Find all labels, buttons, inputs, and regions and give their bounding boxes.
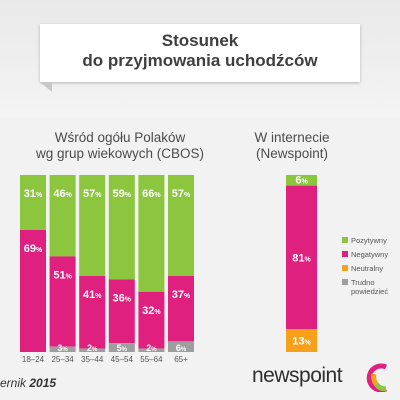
- legend-item-trudno-powiedzie-: Trudno powiedzieć: [342, 278, 400, 300]
- legend-label-negatywny: Negatywny: [351, 250, 389, 259]
- footer-date-month: ernik: [0, 376, 27, 390]
- legend-item-pozytywny: Pozytywny: [342, 236, 400, 250]
- bar-segment-pozytywny-4: [108, 175, 135, 280]
- x-tick-label-6: 65+: [174, 355, 188, 364]
- bar-segment-pozytywny-1: [20, 175, 46, 230]
- bar-segment-trudno-powiedzie--4: [108, 343, 135, 352]
- bar-segment-pozytywny-3: [79, 175, 106, 276]
- bar-segment-pozytywny-6: [168, 175, 194, 276]
- internet-bar-segment-pozytywny: [286, 175, 317, 186]
- newspoint-logo: newspoint: [252, 364, 343, 387]
- internet-bar-segment-negatywny: [286, 185, 317, 329]
- right-subtitle-line-2: (Newspoint): [255, 146, 329, 161]
- cbos-logo-arc-orange: [371, 373, 379, 386]
- x-tick-label-4: 45–54: [111, 355, 134, 364]
- chart-legend: Pozytywny Negatywny Neutralny Trudno powied…: [342, 236, 400, 300]
- legend-label-pozytywny: Pozytywny: [351, 236, 387, 245]
- data-label-trudno-powiedzie--4: 5%: [117, 343, 128, 353]
- data-label-trudno-powiedzie--2: 3%: [57, 343, 68, 353]
- bar-segment-negatywny-1: [20, 229, 46, 352]
- x-tick-label-3: 35–44: [81, 355, 104, 364]
- bar-segment-trudno-powiedzie--2: [49, 346, 76, 352]
- right-chart-subtitle: W internecie (Newspoint): [236, 130, 348, 162]
- x-tick-label-1: 18–24: [22, 355, 45, 364]
- title-ribbon-tail: [40, 82, 52, 92]
- bar-segment-negatywny-2: [49, 256, 76, 347]
- bar-segment-negatywny-4: [108, 279, 135, 344]
- bar-segment-trudno-powiedzie--6: [168, 341, 194, 352]
- data-label-trudno-powiedzie--5: 2%: [146, 343, 157, 353]
- internet-bar-segment-neutralny: [286, 328, 317, 352]
- legend-item-negatywny: Negatywny: [342, 250, 400, 264]
- data-label-trudno-powiedzie--3: 2%: [87, 343, 98, 353]
- bar-segment-pozytywny-5: [138, 175, 165, 292]
- bar-segment-negatywny-3: [79, 275, 106, 349]
- right-subtitle-line-1: W internecie: [254, 130, 330, 145]
- bar-segment-negatywny-5: [138, 291, 165, 349]
- x-tick-label-5: 55–64: [140, 355, 163, 364]
- legend-swatch-negatywny: [342, 251, 348, 257]
- cbos-logo: [366, 363, 387, 392]
- chart-title-line-1: Stosunek: [161, 31, 239, 50]
- footer-date: ernik 2015: [0, 376, 56, 390]
- bar-segment-pozytywny-2: [49, 175, 76, 257]
- title-box: Stosunek do przyjmowania uchodźców: [40, 24, 360, 92]
- cbos-logo-arc-green: [373, 382, 387, 392]
- bar-segment-trudno-powiedzie--5: [138, 348, 165, 352]
- data-label-trudno-powiedzie--6: 6%: [176, 343, 187, 353]
- bar-segment-negatywny-6: [168, 275, 194, 342]
- legend-swatch-neutralny: [342, 265, 348, 271]
- legend-label-trudno-powiedzie-: Trudno powiedzieć: [351, 278, 389, 296]
- x-tick-label-2: 25–34: [51, 355, 74, 364]
- legend-swatch-pozytywny: [342, 237, 348, 243]
- legend-label-neutralny: Neutralny: [351, 264, 384, 273]
- left-subtitle-line-1: Wśród ogółu Polaków: [54, 130, 186, 145]
- left-chart-subtitle: Wśród ogółu Polaków wg grup wiekowych (C…: [20, 130, 220, 162]
- bar-segment-trudno-powiedzie--3: [79, 348, 106, 352]
- chart-title-line-2: do przyjmowania uchodźców: [82, 51, 318, 70]
- legend-item-neutralny: Neutralny: [342, 264, 400, 278]
- legend-swatch-trudno-powiedzie-: [342, 279, 348, 285]
- footer-date-year: 2015: [29, 376, 57, 390]
- left-subtitle-line-2: wg grup wiekowych (CBOS): [35, 146, 205, 161]
